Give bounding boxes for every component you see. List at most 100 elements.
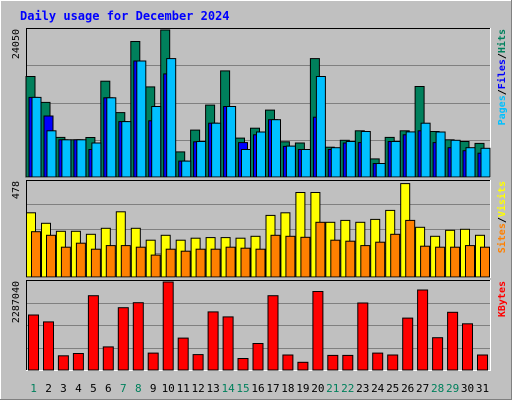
bar-kbytes-day-6 xyxy=(102,346,114,371)
bar-pages-day-11 xyxy=(181,160,192,178)
bar-sites-day-25 xyxy=(390,233,401,278)
bar-kbytes-day-9 xyxy=(147,352,159,371)
bar-sites-day-10 xyxy=(165,248,176,278)
day-label-19: 19 xyxy=(296,382,309,395)
bar-kbytes-day-24 xyxy=(372,352,384,371)
legend-entry: Visits xyxy=(496,181,508,217)
bar-sites-day-24 xyxy=(375,241,386,278)
bar-pages-day-18 xyxy=(285,145,296,178)
bar-kbytes-day-21 xyxy=(327,354,339,371)
bar-pages-day-10 xyxy=(166,58,177,178)
bar-pages-day-28 xyxy=(435,131,446,178)
bar-pages-day-14 xyxy=(226,106,237,178)
bar-sites-day-27 xyxy=(420,245,431,278)
day-label-4: 4 xyxy=(75,382,82,395)
bar-kbytes-day-16 xyxy=(252,343,264,371)
bar-kbytes-day-18 xyxy=(282,354,294,371)
bar-pages-day-15 xyxy=(241,149,251,178)
bar-pages-day-26 xyxy=(405,131,416,178)
bar-kbytes-day-4 xyxy=(72,353,84,371)
legend-entry: Files xyxy=(496,59,508,89)
day-label-30: 30 xyxy=(461,382,474,395)
bar-kbytes-day-15 xyxy=(237,358,249,371)
bar-sites-day-22 xyxy=(345,240,356,278)
bar-kbytes-day-13 xyxy=(207,311,219,371)
bar-kbytes-day-29 xyxy=(447,311,459,371)
day-label-11: 11 xyxy=(177,382,190,395)
bar-kbytes-day-17 xyxy=(267,295,279,371)
bar-sites-day-15 xyxy=(240,247,251,278)
day-label-17: 17 xyxy=(266,382,279,395)
day-label-14: 14 xyxy=(221,382,235,395)
day-label-18: 18 xyxy=(281,382,294,395)
day-label-15: 15 xyxy=(236,382,249,395)
hits-series-pages xyxy=(31,58,491,178)
bar-sites-day-14 xyxy=(225,246,236,278)
day-label-16: 16 xyxy=(251,382,264,395)
bar-kbytes-day-7 xyxy=(117,307,129,371)
bar-kbytes-day-11 xyxy=(177,337,189,371)
bar-kbytes-day-10 xyxy=(162,281,174,371)
day-label-24: 24 xyxy=(371,382,385,395)
kbytes-ymax-label: 2287040 xyxy=(11,281,22,323)
day-label-5: 5 xyxy=(90,382,97,395)
legend-entry: Hits xyxy=(496,29,508,53)
bar-kbytes-day-19 xyxy=(297,361,309,371)
bar-pages-day-12 xyxy=(196,141,207,178)
day-label-31: 31 xyxy=(476,382,489,395)
day-label-8: 8 xyxy=(135,382,142,395)
bar-kbytes-day-14 xyxy=(222,316,234,371)
bar-sites-day-7 xyxy=(120,245,131,278)
bar-sites-day-8 xyxy=(135,246,146,278)
bar-pages-day-21 xyxy=(330,147,341,178)
bar-sites-day-6 xyxy=(105,245,116,278)
visits-ymax-label: 478 xyxy=(11,181,22,199)
visits-legend: Sites/Visits xyxy=(496,181,508,253)
day-label-3: 3 xyxy=(60,382,67,395)
bar-pages-day-19 xyxy=(300,149,311,178)
x-axis-day-labels: 1 2 3 4 5 6 7 8 9 10 11 12 13 14 15 16 17 18 19 20 21 22 23 24 2… xyxy=(30,382,489,395)
bar-sites-day-20 xyxy=(315,221,326,278)
bar-kbytes-day-25 xyxy=(387,354,399,371)
bar-kbytes-day-26 xyxy=(402,317,414,371)
bar-kbytes-day-23 xyxy=(357,302,369,371)
day-label-7: 7 xyxy=(120,382,127,395)
bar-kbytes-day-28 xyxy=(432,337,444,371)
bar-kbytes-day-12 xyxy=(192,354,204,371)
bar-sites-day-18 xyxy=(285,235,296,278)
bar-kbytes-day-1 xyxy=(28,314,39,371)
bar-pages-day-7 xyxy=(121,121,132,178)
bar-sites-day-2 xyxy=(46,234,56,278)
day-label-12: 12 xyxy=(191,382,204,395)
bar-kbytes-day-5 xyxy=(87,295,99,371)
legend-entry: Sites xyxy=(496,223,508,253)
bar-sites-day-31 xyxy=(480,246,490,278)
bar-kbytes-day-27 xyxy=(417,289,429,371)
day-label-29: 29 xyxy=(446,382,459,395)
bar-kbytes-day-3 xyxy=(57,355,69,371)
day-label-28: 28 xyxy=(431,382,444,395)
day-label-23: 23 xyxy=(356,382,369,395)
bar-pages-day-16 xyxy=(256,131,266,178)
bar-kbytes-day-30 xyxy=(462,323,473,371)
bar-pages-day-23 xyxy=(360,131,371,178)
legend-entry: KBytes xyxy=(497,281,508,317)
bar-sites-day-23 xyxy=(360,245,371,278)
day-label-2: 2 xyxy=(45,382,52,395)
day-label-27: 27 xyxy=(416,382,429,395)
bar-sites-day-19 xyxy=(300,236,311,278)
bar-pages-day-2 xyxy=(46,130,57,178)
bar-sites-day-28 xyxy=(435,246,446,278)
day-label-22: 22 xyxy=(341,382,354,395)
bar-kbytes-day-31 xyxy=(477,354,488,371)
bar-pages-day-4 xyxy=(76,139,87,178)
day-label-25: 25 xyxy=(386,382,399,395)
legend-entry: Pages xyxy=(497,95,508,125)
bar-sites-day-30 xyxy=(465,245,475,278)
kbytes-panel: 2287040 KBytes xyxy=(11,280,508,371)
bar-pages-day-9 xyxy=(151,106,162,178)
visits-panel: 478 Sites/Visits xyxy=(11,180,508,278)
